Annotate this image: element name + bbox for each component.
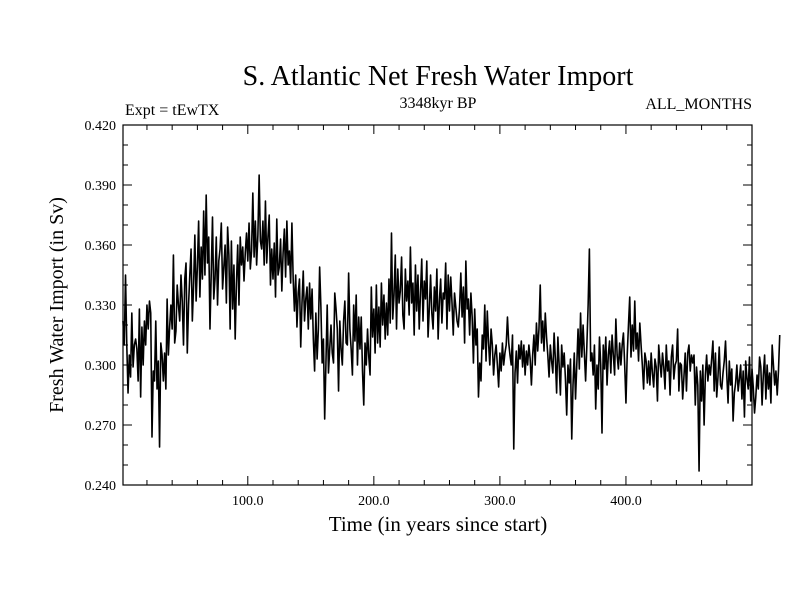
months-label: ALL_MONTHS bbox=[645, 96, 752, 113]
x-axis-label: Time (in years since start) bbox=[329, 512, 548, 536]
x-axis-ticks bbox=[146, 125, 728, 485]
series-line bbox=[122, 174, 781, 472]
y-tick-label: 0.300 bbox=[85, 359, 117, 374]
experiment-label: Expt = tEwTX bbox=[125, 102, 220, 119]
plot-frame bbox=[122, 124, 753, 486]
y-axis-label: Fresh Water Import (in Sv) bbox=[46, 197, 68, 413]
y-tick-label: 0.360 bbox=[85, 239, 117, 254]
y-tick-label: 0.390 bbox=[85, 179, 117, 194]
y-tick-label: 0.420 bbox=[85, 119, 117, 134]
y-tick-label: 0.240 bbox=[85, 479, 117, 494]
x-tick-label: 400.0 bbox=[610, 494, 642, 509]
x-tick-label: 200.0 bbox=[358, 494, 390, 509]
y-tick-label: 0.270 bbox=[85, 419, 117, 434]
y-axis-tick-labels: 0.240 0.270 0.300 0.330 0.360 0.390 0.420 bbox=[85, 119, 117, 494]
x-axis-tick-labels: 100.0 200.0 300.0 400.0 bbox=[232, 494, 642, 509]
x-tick-label: 100.0 bbox=[232, 494, 264, 509]
y-tick-label: 0.330 bbox=[85, 299, 117, 314]
chart-title: S. Atlantic Net Fresh Water Import bbox=[243, 61, 634, 92]
x-tick-label: 300.0 bbox=[484, 494, 516, 509]
time-period-label: 3348kyr BP bbox=[400, 95, 477, 112]
